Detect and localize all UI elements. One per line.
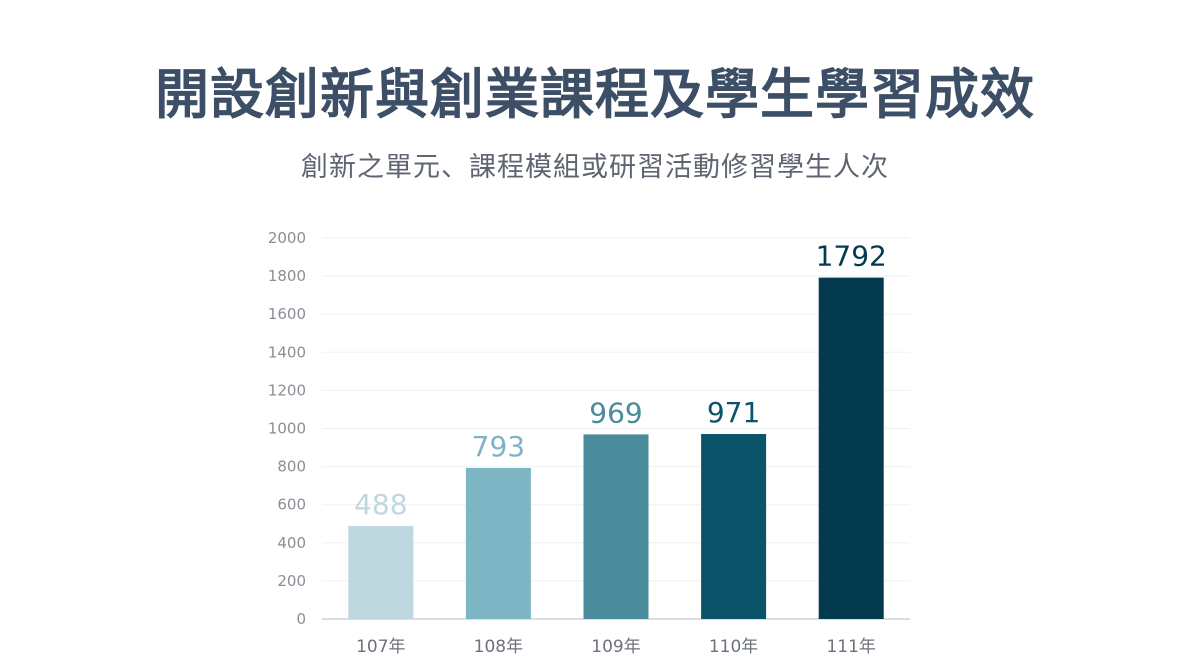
y-tick-label: 1600 xyxy=(268,305,306,323)
y-tick-label: 1800 xyxy=(268,267,306,285)
page-subtitle: 創新之單元、課程模組或研習活動修習學生人次 xyxy=(301,152,889,183)
y-tick-label: 1000 xyxy=(268,420,306,438)
y-tick-label: 400 xyxy=(277,534,306,552)
y-tick-label: 1200 xyxy=(268,381,306,399)
data-label: 1792 xyxy=(816,240,887,273)
data-label: 969 xyxy=(589,396,642,429)
y-tick-label: 200 xyxy=(277,572,306,590)
data-label: 971 xyxy=(707,396,760,429)
x-tick-label: 108年 xyxy=(474,637,523,657)
page-title: 開設創新與創業課程及學生學習成效 xyxy=(155,63,1035,126)
bar xyxy=(583,434,649,619)
data-label: 488 xyxy=(354,488,407,521)
y-tick-label: 800 xyxy=(277,458,306,476)
y-tick-label: 2000 xyxy=(268,229,306,247)
bar xyxy=(465,467,531,619)
bar xyxy=(818,277,884,619)
x-tick-label: 110年 xyxy=(709,637,758,657)
bar xyxy=(348,526,414,619)
x-tick-label: 107年 xyxy=(356,637,405,657)
x-tick-label: 109年 xyxy=(591,637,640,657)
y-tick-label: 1400 xyxy=(268,343,306,361)
y-tick-label: 0 xyxy=(296,610,306,628)
data-label: 793 xyxy=(472,430,525,463)
bar xyxy=(701,434,767,619)
x-tick-label: 111年 xyxy=(826,637,875,657)
y-tick-label: 600 xyxy=(277,496,306,514)
